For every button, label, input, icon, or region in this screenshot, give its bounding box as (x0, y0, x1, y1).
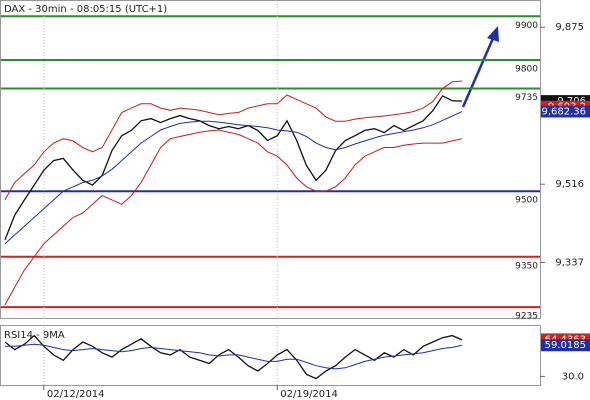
series-line (4, 334, 463, 380)
level-label: 9500 (515, 196, 538, 206)
series-line (4, 80, 463, 201)
panel-title: DAX - 30min - 08:05:15 (UTC+1) (4, 4, 167, 15)
y-tick-label: 9,337 (555, 257, 584, 268)
price-tag-label: 9,682.36 (541, 106, 586, 117)
level-label: 9350 (515, 261, 538, 271)
price-tag (541, 339, 590, 352)
level-label: 9235 (515, 312, 538, 322)
y-tick-label: 9,516 (555, 179, 584, 190)
x-tick-label: 02/12/2014 (47, 389, 105, 400)
arrow-head (487, 26, 499, 42)
series-line (4, 111, 463, 245)
price-tag (541, 105, 590, 118)
y-tick-label: 9,875 (555, 22, 584, 33)
main-panel (0, 0, 541, 319)
rsi-panel (0, 325, 541, 386)
level-label: 9900 (515, 21, 538, 31)
series-line (4, 129, 463, 306)
y-tick-label: 30.0 (562, 371, 584, 382)
series-line (5, 343, 463, 370)
forecast-arrow (461, 35, 496, 108)
level-label: 9735 (515, 93, 538, 103)
price-tag-label: 59.0185 (545, 340, 586, 351)
series-line (4, 95, 463, 240)
level-label: 9800 (515, 65, 538, 75)
x-tick-label: 02/19/2014 (280, 389, 338, 400)
